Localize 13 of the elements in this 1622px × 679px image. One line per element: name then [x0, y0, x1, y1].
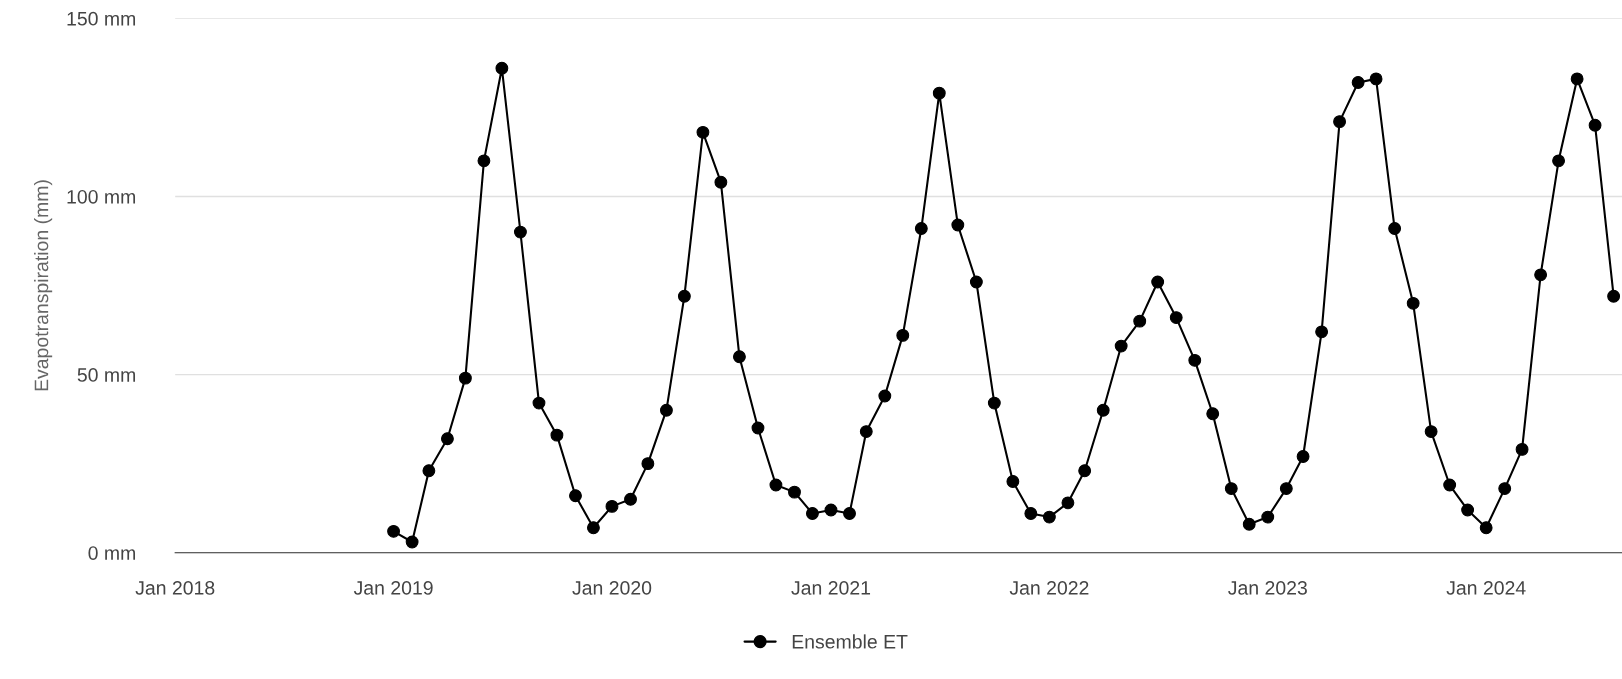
y-axis-title: Evapotranspiration (mm) — [34, 180, 53, 391]
y-tick-label: 50 mm — [77, 368, 136, 382]
y-tick-label: 150 mm — [67, 11, 136, 26]
x-tick-label: Jan 2019 — [353, 581, 433, 595]
legend-label: Ensemble ET — [792, 634, 908, 649]
x-tick-label: Jan 2021 — [791, 581, 871, 595]
x-tick-label: Jan 2022 — [1009, 581, 1089, 595]
x-tick-label: Jan 2018 — [135, 581, 215, 595]
y-tick-label: 100 mm — [67, 189, 136, 204]
x-tick-label: Jan 2020 — [572, 581, 652, 595]
y-tick-label: 0 mm — [88, 546, 136, 560]
x-tick-label: Jan 2024 — [1446, 581, 1526, 595]
x-tick-label: Jan 2023 — [1228, 581, 1307, 595]
